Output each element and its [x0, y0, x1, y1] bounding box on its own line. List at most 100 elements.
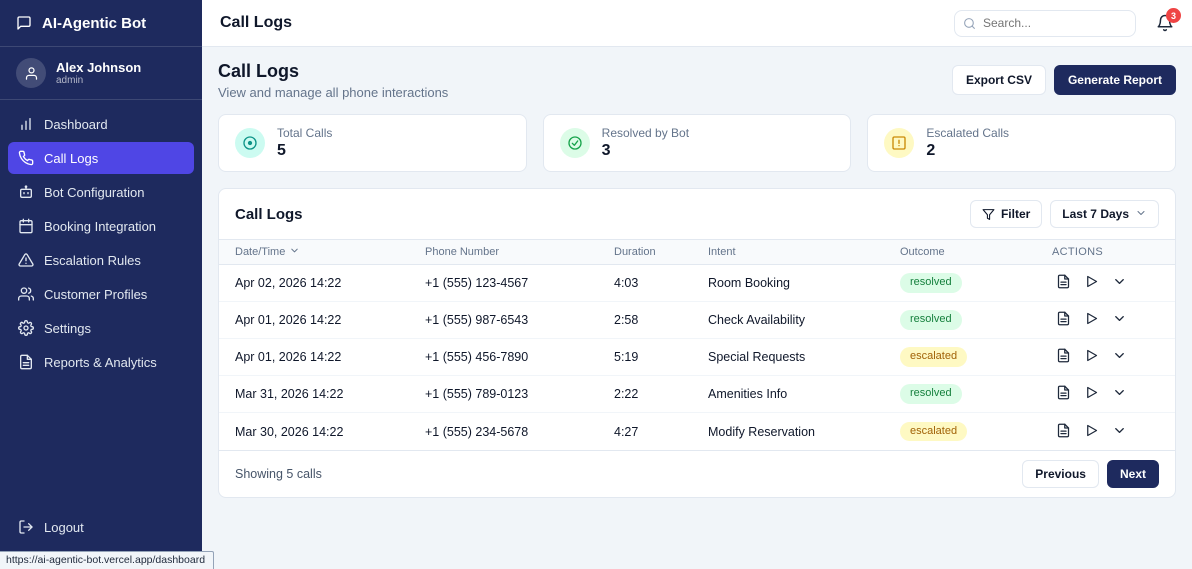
play-recording-icon[interactable] — [1084, 311, 1099, 329]
cell-actions — [1057, 385, 1159, 403]
table-row: Apr 01, 2026 14:22 +1 (555) 456-7890 5:19 S… — [219, 339, 1175, 376]
user-role: admin — [56, 75, 84, 87]
column-label: Date/Time — [235, 246, 286, 258]
cell-datetime: Mar 30, 2026 14:22 — [235, 424, 344, 439]
topbar: Call Logs 3 — [202, 0, 1192, 47]
column-header-intent: Intent — [708, 246, 900, 258]
play-recording-icon[interactable] — [1084, 385, 1099, 403]
cell-duration: 4:03 — [614, 276, 639, 290]
transcript-icon[interactable] — [1056, 348, 1071, 366]
stat-value: 3 — [601, 142, 611, 159]
sort-icon — [289, 245, 300, 259]
cell-phone-number: +1 (555) 234-5678 — [425, 424, 529, 439]
stat-value: 5 — [277, 142, 286, 159]
play-recording-icon[interactable] — [1084, 348, 1099, 366]
outcome-badge: resolved — [900, 384, 962, 404]
cell-intent: Amenities Info — [708, 387, 788, 401]
expand-row-icon[interactable] — [1112, 274, 1127, 292]
stat-card-escalated-calls: Escalated Calls 2 — [867, 114, 1177, 172]
page-subtitle: View and manage all phone interactions — [218, 85, 449, 100]
search-input[interactable] — [954, 9, 1136, 37]
alert-square-icon — [884, 128, 915, 158]
dashboard-icon — [18, 116, 34, 132]
cell-duration: 4:27 — [614, 424, 639, 439]
play-recording-icon[interactable] — [1084, 274, 1099, 292]
logout-label: Logout — [44, 519, 84, 535]
sidebar-item-label: Escalation Rules — [44, 252, 141, 268]
user-profile: Alex Johnson admin — [0, 47, 202, 100]
file-text-icon — [18, 354, 34, 370]
calendar-icon — [18, 218, 34, 234]
expand-row-icon[interactable] — [1112, 311, 1127, 329]
transcript-icon[interactable] — [1056, 311, 1071, 329]
stat-label: Resolved by Bot — [601, 126, 690, 140]
cell-intent: Room Booking — [708, 276, 790, 290]
cell-duration: 5:19 — [614, 350, 639, 364]
generate-report-button[interactable]: Generate Report — [1053, 65, 1176, 95]
stats-row: Total Calls 5 Resolved by Bot 3 Escalated Ca… — [218, 114, 1177, 172]
logout-button[interactable]: Logout — [8, 511, 194, 543]
notification-badge: 3 — [1166, 8, 1181, 23]
app-title: AI-Agentic Bot — [42, 14, 147, 32]
sidebar-item-bot-configuration[interactable]: Bot Configuration — [8, 176, 194, 208]
cell-outcome: resolved — [900, 384, 1081, 404]
play-recording-icon[interactable] — [1084, 423, 1099, 441]
expand-row-icon[interactable] — [1112, 348, 1127, 366]
outcome-badge: escalated — [900, 421, 968, 442]
sidebar-item-settings[interactable]: Settings — [8, 312, 194, 344]
column-label: Outcome — [900, 246, 945, 258]
transcript-icon[interactable] — [1056, 423, 1071, 441]
card-title: Call Logs — [235, 205, 303, 223]
next-page-button[interactable]: Next — [1106, 460, 1159, 488]
column-label: Intent — [708, 246, 736, 258]
date-range-select[interactable]: Last 7 Days — [1050, 200, 1159, 228]
notifications-button[interactable]: 3 — [1156, 8, 1181, 32]
previous-page-button[interactable]: Previous — [1022, 460, 1099, 488]
avatar — [16, 58, 46, 88]
page-header: Call Logs View and manage all phone inte… — [218, 61, 1176, 100]
outcome-badge: escalated — [900, 347, 968, 367]
sidebar-item-label: Dashboard — [44, 116, 108, 132]
chevron-down-icon — [1135, 207, 1147, 222]
expand-row-icon[interactable] — [1112, 423, 1127, 441]
cell-outcome: resolved — [900, 273, 1081, 293]
page-title: Call Logs — [218, 61, 300, 81]
sidebar-item-dashboard[interactable]: Dashboard — [8, 108, 194, 140]
bot-icon — [18, 184, 34, 200]
transcript-icon[interactable] — [1056, 385, 1071, 403]
filter-icon — [982, 208, 995, 221]
sidebar-item-reports-analytics[interactable]: Reports & Analytics — [8, 346, 194, 378]
table-row: Apr 02, 2026 14:22 +1 (555) 123-4567 4:03 R… — [219, 265, 1175, 302]
column-label: Duration — [614, 246, 656, 258]
sidebar-item-customer-profiles[interactable]: Customer Profiles — [8, 278, 194, 310]
date-range-label: Last 7 Days — [1062, 207, 1129, 221]
cell-phone-number: +1 (555) 123-4567 — [425, 276, 529, 290]
cell-phone-number: +1 (555) 789-0123 — [425, 387, 529, 401]
cell-outcome: escalated — [900, 347, 1081, 367]
chat-bubble-icon — [16, 15, 32, 31]
sidebar-item-escalation-rules[interactable]: Escalation Rules — [8, 244, 194, 276]
expand-row-icon[interactable] — [1112, 385, 1127, 403]
sidebar-footer: Logout — [0, 505, 202, 569]
cell-phone-number: +1 (555) 456-7890 — [425, 350, 529, 364]
search-icon — [963, 17, 976, 35]
stat-card-resolved-by-bot: Resolved by Bot 3 — [542, 114, 852, 172]
transcript-icon[interactable] — [1056, 274, 1071, 292]
column-label: ACTIONS — [1052, 246, 1103, 258]
cell-actions — [1057, 423, 1159, 441]
column-header-date-time[interactable]: Date/Time — [235, 245, 425, 259]
sidebar-item-call-logs[interactable]: Call Logs — [8, 142, 194, 174]
export-csv-button[interactable]: Export CSV — [951, 65, 1046, 95]
column-label: Phone Number — [425, 246, 499, 258]
sidebar-item-booking-integration[interactable]: Booking Integration — [8, 210, 194, 242]
filter-button[interactable]: Filter — [969, 200, 1043, 228]
cell-datetime: Mar 31, 2026 14:22 — [235, 387, 344, 401]
check-circle-icon — [559, 128, 590, 158]
users-icon — [18, 286, 34, 302]
search-box — [954, 9, 1136, 37]
page-content: Call Logs View and manage all phone inte… — [202, 47, 1192, 569]
column-header-duration: Duration — [614, 246, 708, 258]
cell-actions — [1057, 348, 1159, 366]
cell-datetime: Apr 01, 2026 14:22 — [235, 313, 342, 327]
